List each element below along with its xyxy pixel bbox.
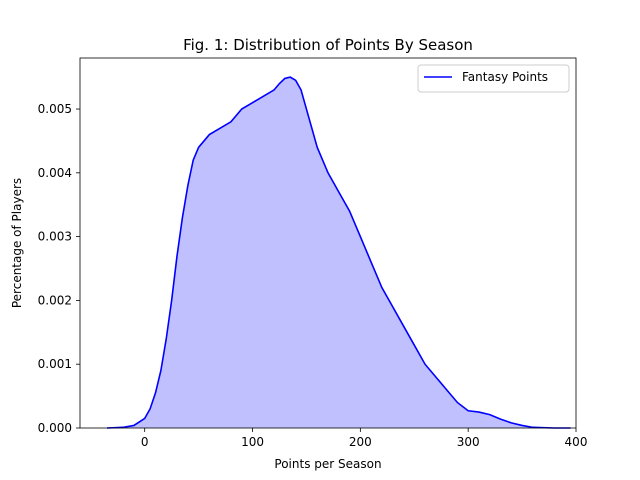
x-tick-label: 200 [349, 435, 372, 449]
x-axis-ticks: 0 100 200 300 400 [141, 428, 588, 449]
y-axis-ticks: 0.000 0.001 0.002 0.003 0.004 0.005 [38, 102, 80, 435]
y-tick-label: 0.002 [38, 293, 72, 307]
legend: Fantasy Points [417, 64, 570, 93]
legend-box [417, 64, 570, 93]
density-line [106, 76, 571, 429]
y-axis-label: Percentage of Players [10, 178, 24, 308]
x-tick-label: 300 [457, 435, 480, 449]
x-tick-label: 0 [141, 435, 149, 449]
plot-area [79, 57, 577, 429]
x-tick-label: 400 [565, 435, 588, 449]
y-tick-label: 0.001 [38, 357, 72, 371]
legend-label: Fantasy Points [462, 70, 548, 84]
y-tick-label: 0.003 [38, 230, 72, 244]
x-tick-label: 100 [241, 435, 264, 449]
x-axis-label: Points per Season [274, 457, 381, 471]
axes-frame [79, 57, 577, 429]
y-tick-label: 0.000 [38, 421, 72, 435]
y-tick-label: 0.004 [38, 166, 72, 180]
chart-title: Fig. 1: Distribution of Points By Season [183, 36, 473, 54]
y-tick-label: 0.005 [38, 102, 72, 116]
density-fill-area [106, 77, 571, 428]
